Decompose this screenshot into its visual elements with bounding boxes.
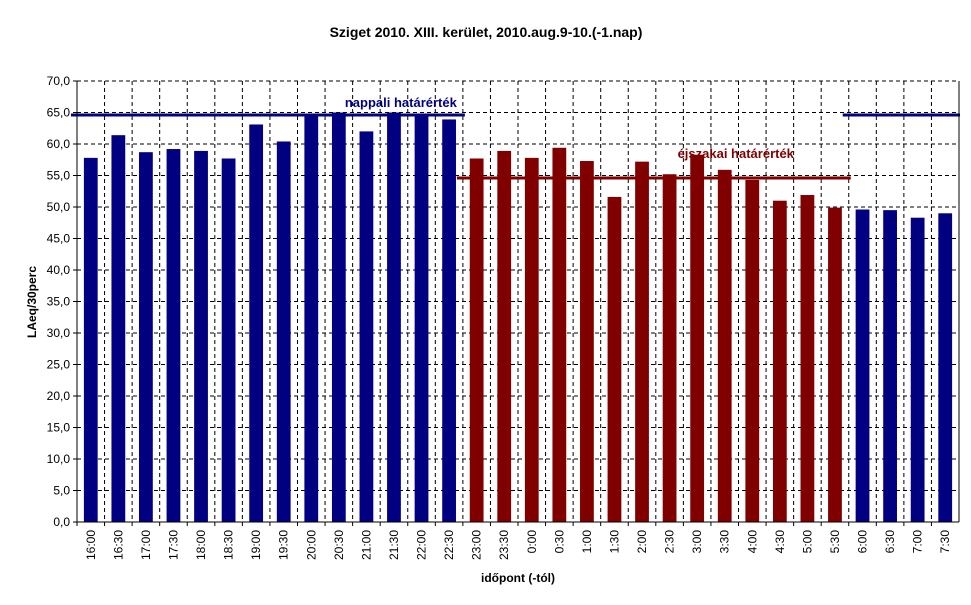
x-tick-label: 6:00 <box>856 530 870 554</box>
bar-0:30 <box>552 147 567 522</box>
bar-22:00 <box>414 113 429 522</box>
x-tick-label: 0:30 <box>552 530 566 554</box>
bar-17:30 <box>166 149 181 523</box>
y-tick-label: 45,0 <box>47 232 71 246</box>
y-axis-title: LAeq/30perc <box>25 266 39 338</box>
x-tick-label: 5:00 <box>800 530 814 554</box>
bar-7:00 <box>910 217 925 522</box>
x-tick-label: 3:00 <box>690 530 704 554</box>
bar-23:00 <box>469 158 484 523</box>
reference-lines: nappali határérték éjszakai határérték <box>71 95 960 180</box>
grid <box>77 80 959 522</box>
bar-19:00 <box>249 124 264 522</box>
bar-2:30 <box>662 174 677 523</box>
bar-6:30 <box>883 210 897 522</box>
x-tick-label: 0:00 <box>525 530 539 554</box>
x-tick-label: 16:30 <box>111 530 125 560</box>
x-tick-label: 17:00 <box>139 530 153 560</box>
x-tick-label: 22:00 <box>415 530 429 560</box>
x-tick-label: 3:30 <box>718 530 732 554</box>
bar-4:00 <box>745 179 760 522</box>
bar-23:30 <box>497 150 512 522</box>
x-tick-label: 1:30 <box>607 530 621 554</box>
x-tick-label: 4:00 <box>745 530 759 554</box>
chart-title: Sziget 2010. XIII. kerület, 2010.aug.9-1… <box>330 24 643 40</box>
x-tick-label: 21:30 <box>387 530 401 560</box>
y-tick-label: 20,0 <box>47 389 71 403</box>
x-tick-label: 7:00 <box>911 530 925 554</box>
y-tick-labels: 0,0 5,0 10,0 15,0 20,0 25,0 30,0 35,0 40,0 45,0 50… <box>47 74 77 529</box>
x-tick-label: 2:00 <box>635 530 649 554</box>
bar-3:30 <box>717 169 732 522</box>
x-tick-label: 18:30 <box>222 530 236 560</box>
x-tick-labels: 16:00 16:30 17:00 17:30 18:00 18:30 19:00 19:30… <box>76 522 952 560</box>
y-tick-label: 35,0 <box>47 295 71 309</box>
y-tick-label: 5,0 <box>53 484 70 498</box>
bars <box>83 112 953 523</box>
x-tick-label: 20:30 <box>332 530 346 560</box>
bar-16:00 <box>83 157 98 523</box>
bar-18:30 <box>221 158 236 523</box>
y-tick-label: 70,0 <box>47 74 71 88</box>
bar-2:00 <box>635 161 649 522</box>
x-tick-label: 5:30 <box>828 530 842 554</box>
y-tick-label: 55,0 <box>47 169 71 183</box>
bar-20:00 <box>304 113 319 522</box>
bar-1:30 <box>607 196 622 523</box>
y-tick-label: 65,0 <box>47 106 71 120</box>
y-tick-label: 25,0 <box>47 358 71 372</box>
x-tick-label: 22:30 <box>442 530 456 560</box>
y-tick-label: 15,0 <box>47 421 71 435</box>
bar-7:30 <box>938 213 953 523</box>
reference-line-label-0: nappali határérték <box>345 95 458 110</box>
bar-3:00 <box>690 154 705 522</box>
bar-4:30 <box>772 200 787 522</box>
bar-22:30 <box>442 119 456 523</box>
x-tick-label: 7:30 <box>938 530 952 554</box>
x-tick-label: 16:00 <box>84 530 98 560</box>
bar-19:30 <box>276 141 291 523</box>
bar-17:00 <box>139 152 153 522</box>
bar-5:30 <box>828 207 842 522</box>
bar-5:00 <box>800 195 815 522</box>
bar-16:30 <box>111 135 126 522</box>
reference-line-label-1: éjszakai határérték <box>678 146 795 161</box>
y-tick-label: 10,0 <box>47 452 71 466</box>
bar-6:00 <box>855 209 870 522</box>
x-tick-label: 23:00 <box>470 530 484 560</box>
x-tick-label: 2:30 <box>663 530 677 554</box>
bar-21:30 <box>387 112 401 522</box>
x-tick-label: 23:30 <box>497 530 511 560</box>
x-tick-label: 1:00 <box>580 530 594 554</box>
y-tick-label: 50,0 <box>47 200 71 214</box>
bar-20:30 <box>331 112 346 522</box>
x-tick-label: 20:00 <box>304 530 318 560</box>
bar-1:00 <box>580 161 594 522</box>
x-tick-label: 18:00 <box>194 530 208 560</box>
x-axis-title: időpont (-tól) <box>481 571 555 585</box>
y-tick-label: 0,0 <box>53 515 70 529</box>
x-tick-label: 6:30 <box>883 530 897 554</box>
y-tick-label: 30,0 <box>47 326 71 340</box>
bar-18:00 <box>194 150 208 522</box>
bar-21:00 <box>359 131 374 522</box>
x-tick-label: 19:30 <box>277 530 291 560</box>
x-tick-label: 17:30 <box>166 530 180 560</box>
y-tick-label: 60,0 <box>47 137 71 151</box>
y-tick-label: 40,0 <box>47 263 71 277</box>
x-tick-label: 21:00 <box>359 530 373 560</box>
x-tick-label: 19:00 <box>249 530 263 560</box>
bar-0:00 <box>524 157 539 523</box>
x-tick-label: 4:30 <box>773 530 787 554</box>
